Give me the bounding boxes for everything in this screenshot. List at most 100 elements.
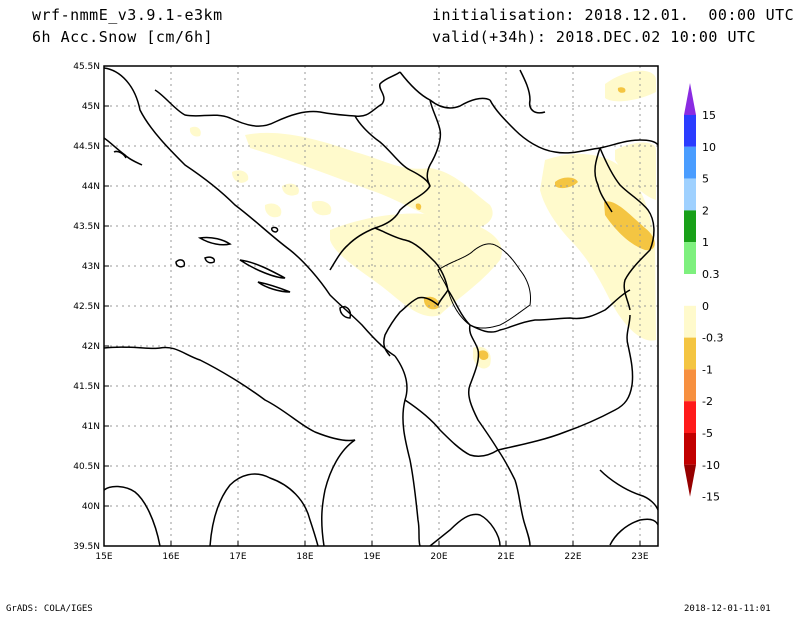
country-border [404,399,499,457]
snow-area [617,87,626,93]
country-border [599,147,655,311]
footer-credit: GrADS: COLA/IGES [6,604,93,614]
lat-tick-label: 43N [82,262,100,272]
lon-tick-label: 23E [631,552,648,562]
snow-shading [189,70,656,369]
colorbar-label: 0 [702,300,709,313]
country-border [399,71,491,109]
colorbar-label: -5 [702,427,713,440]
colorbar-swatch [684,210,696,243]
coastline [104,485,161,546]
coastline [599,469,658,511]
snow-area [232,170,249,183]
valid-time: valid(+34h): 2018.DEC.02 10:00 UTC [432,28,757,46]
colorbar-arrow-bottom [684,464,696,497]
coastline [609,518,658,546]
country-border [497,314,634,451]
country-border [374,227,449,357]
colorbar-label: 1 [702,236,709,249]
island [339,306,352,319]
colorbar-label: -10 [702,459,720,472]
island [204,256,216,264]
colorbar-label: 5 [702,173,709,186]
field-title: 6h Acc.Snow [cm/6h] [32,28,214,46]
island [113,150,127,159]
lon-tick-label: 16E [162,552,179,562]
colorbar-arrow-top [684,83,696,115]
snow-area [311,200,332,216]
country-border [329,115,431,271]
lat-tick-label: 41.5N [73,382,100,392]
lat-tick-label: 45N [82,102,100,112]
country-border [594,147,613,213]
coastline [394,355,421,546]
lon-tick-label: 20E [430,552,447,562]
lat-tick-label: 42N [82,342,100,352]
snow-area [540,154,656,341]
colorbar-swatch [684,369,696,402]
snow-area [264,203,282,218]
colorbar-swatch [684,401,696,433]
initialisation-time: initialisation: 2018.12.01. 00:00 UTC [432,6,795,24]
country-border [154,71,401,127]
colorbar-label: 0.3 [702,268,720,281]
snow-area [189,126,201,137]
lat-tick-label: 39.5N [73,542,100,552]
country-border [489,99,658,154]
country-border [514,479,531,546]
lon-tick-label: 22E [564,552,581,562]
colorbar-label: -15 [702,491,720,504]
colorbar-swatch [684,274,696,306]
colorbar: 15 10 5 2 1 0.3 0 -0.3 -1 -2 -5 -10 -15 [684,83,723,504]
snow-area [415,203,422,210]
colorbar-swatch [684,433,696,465]
snow-area [478,350,489,360]
coastline [104,67,396,357]
island [197,236,232,246]
lat-tick-label: 44.5N [73,142,100,152]
colorbar-label: 15 [702,109,716,122]
snow-area [245,132,493,229]
colorbar-swatch [684,115,696,147]
coastline [429,513,501,546]
lat-tick-label: 40N [82,502,100,512]
lon-tick-label: 15E [95,552,112,562]
snow-area [555,177,578,189]
lon-tick-label: 21E [497,552,514,562]
lat-tick-label: 43.5N [73,222,100,232]
country-border [447,289,631,333]
island [271,226,279,233]
lat-tick-label: 41N [82,422,100,432]
lon-axis-labels: 15E 16E 17E 18E 19E 20E 21E 22E 23E [95,552,648,562]
snow-area [330,213,502,317]
colorbar-label: 2 [702,204,709,217]
lat-axis-labels: 45.5N 45N 44.5N 44N 43.5N 43N 42.5N 42N 41.5N 41N… [73,62,100,552]
colorbar-swatch [684,337,696,370]
coastlines-borders [104,67,658,546]
map-frame [103,65,659,547]
model-title: wrf-nmmE_v3.9.1-e3km [32,6,223,24]
island [175,259,186,268]
colorbar-label: -0.3 [702,332,723,345]
colorbar-swatch [684,178,696,211]
colorbar-swatch [684,305,696,338]
colorbar-swatch [684,146,696,179]
lon-tick-label: 17E [229,552,246,562]
snow-area [605,70,656,102]
snow-area [282,183,299,196]
colorbar-label: 10 [702,141,716,154]
lat-tick-label: 44N [82,182,100,192]
lat-tick-label: 40.5N [73,462,100,472]
grid-lines [103,65,658,547]
footer-timestamp: 2018-12-01-11:01 [684,604,771,614]
coastline [104,346,356,546]
island [104,137,143,166]
country-border [467,324,516,481]
colorbar-label: -1 [702,363,713,376]
colorbar-label: -2 [702,395,713,408]
lat-tick-label: 42.5N [73,302,100,312]
island [239,259,286,279]
kosovo-border [437,243,531,329]
lat-tick-label: 45.5N [73,62,100,72]
